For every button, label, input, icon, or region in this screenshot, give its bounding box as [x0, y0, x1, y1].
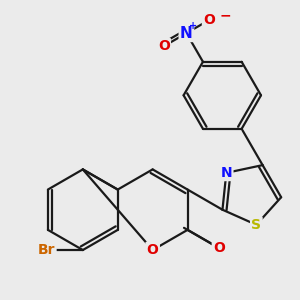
Text: O: O [158, 39, 170, 53]
Text: S: S [251, 218, 261, 232]
Text: N: N [220, 166, 232, 180]
Text: O: O [213, 241, 225, 255]
Text: O: O [147, 243, 159, 257]
Text: O: O [203, 13, 215, 27]
Text: N: N [180, 26, 193, 41]
Text: Br: Br [38, 243, 55, 257]
Text: +: + [189, 21, 197, 32]
Text: −: − [220, 9, 231, 22]
